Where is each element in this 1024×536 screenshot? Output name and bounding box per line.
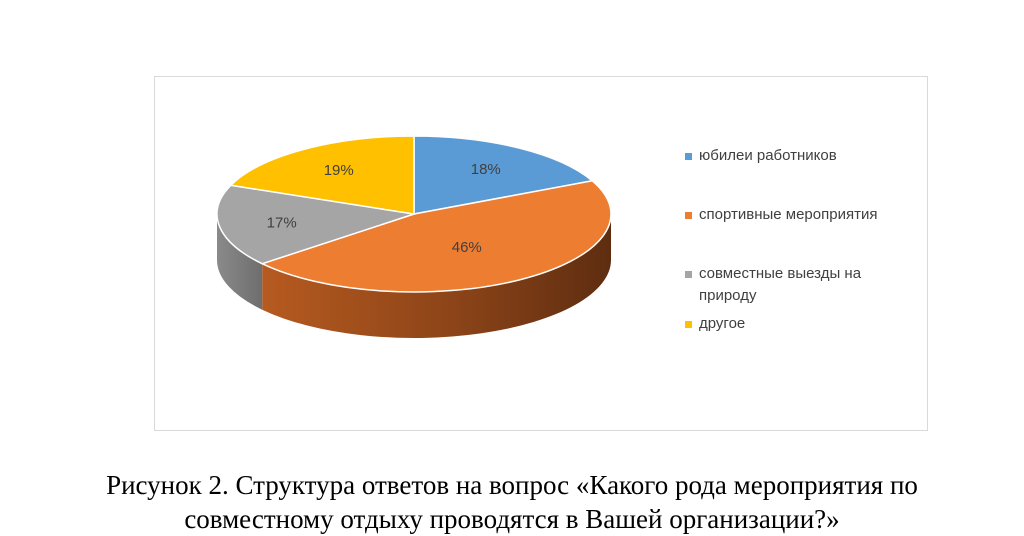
legend-label-3: другое xyxy=(699,315,746,332)
slice-nature xyxy=(216,184,415,265)
slice-nature-side xyxy=(217,214,263,310)
legend-label-2: совместные выезды на природу xyxy=(699,265,862,304)
legend-item-3: другое xyxy=(685,313,915,335)
slice-jubilee-label: 18% xyxy=(471,161,501,178)
legend-item-0: юбилеи работников xyxy=(685,145,915,167)
legend-swatch-0 xyxy=(685,153,692,160)
slice-sports-label: 46% xyxy=(452,239,482,256)
slice-jubilee xyxy=(413,135,594,215)
pie-chart: 18% 46% 17% 19% xyxy=(216,135,612,338)
legend-swatch-2 xyxy=(685,271,692,278)
chart-area: 18% 46% 17% 19% юбилеи работников спортивны… xyxy=(154,76,928,431)
slice-sports xyxy=(260,179,612,293)
slice-other-label: 19% xyxy=(324,162,354,179)
legend: юбилеи работников спортивные мероприятия… xyxy=(685,145,915,335)
slice-sports-side xyxy=(262,214,611,338)
legend-item-1: спортивные мероприятия xyxy=(685,204,915,226)
figure-caption: Рисунок 2. Структура ответов на вопрос «… xyxy=(0,468,1024,536)
legend-item-2: совместные выезды на природу xyxy=(685,263,915,307)
legend-label-1: спортивные мероприятия xyxy=(699,206,878,223)
legend-swatch-1 xyxy=(685,212,692,219)
legend-label-0: юбилеи работников xyxy=(699,147,837,164)
caption-line-2: совместному отдыху проводятся в Вашей ор… xyxy=(184,504,840,534)
slice-nature-label: 17% xyxy=(267,214,297,231)
caption-line-1: Рисунок 2. Структура ответов на вопрос «… xyxy=(106,470,918,500)
legend-swatch-3 xyxy=(685,321,692,328)
slice-other xyxy=(229,135,415,215)
